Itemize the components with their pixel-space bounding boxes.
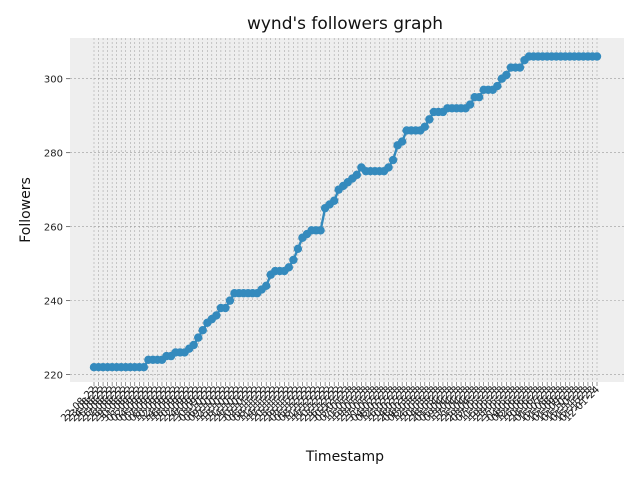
data-point [293,244,303,254]
y-tick-label: 300 [44,75,63,86]
data-point [474,92,484,102]
data-point [493,81,502,91]
data-point [261,281,271,291]
data-point [212,311,221,320]
chart-title: wynd's followers graph [247,14,443,34]
data-point [352,170,362,180]
data-point [425,115,434,124]
y-axis-label: Followers [18,177,34,243]
series-layer [89,52,602,372]
data-point [465,100,475,109]
data-point [502,70,511,80]
plot-area [70,38,624,382]
data-point [194,333,203,342]
data-point [329,196,339,205]
data-point [316,226,325,235]
data-point [139,363,149,372]
y-tick-label: 280 [44,149,63,160]
data-point [198,326,207,335]
y-tick-label: 220 [44,371,63,382]
data-point [225,296,235,305]
data-point [221,303,230,313]
x-axis-ticks: 22-08-2223-08-2224-08-2225-08-2226-08-22… [59,382,602,424]
data-point [515,63,525,72]
grid-lines [70,38,624,382]
data-point [420,122,430,131]
data-point [397,137,407,146]
y-axis-ticks: 220 240 260 280 300 [44,75,70,382]
data-point [592,52,602,61]
data-point [189,340,198,350]
data-point [284,263,294,272]
y-tick-label: 260 [44,223,63,234]
data-point [384,163,393,172]
x-axis-label: Timestamp [305,449,384,465]
data-point [289,255,298,265]
y-tick-label: 240 [44,297,63,308]
data-point [388,155,398,165]
